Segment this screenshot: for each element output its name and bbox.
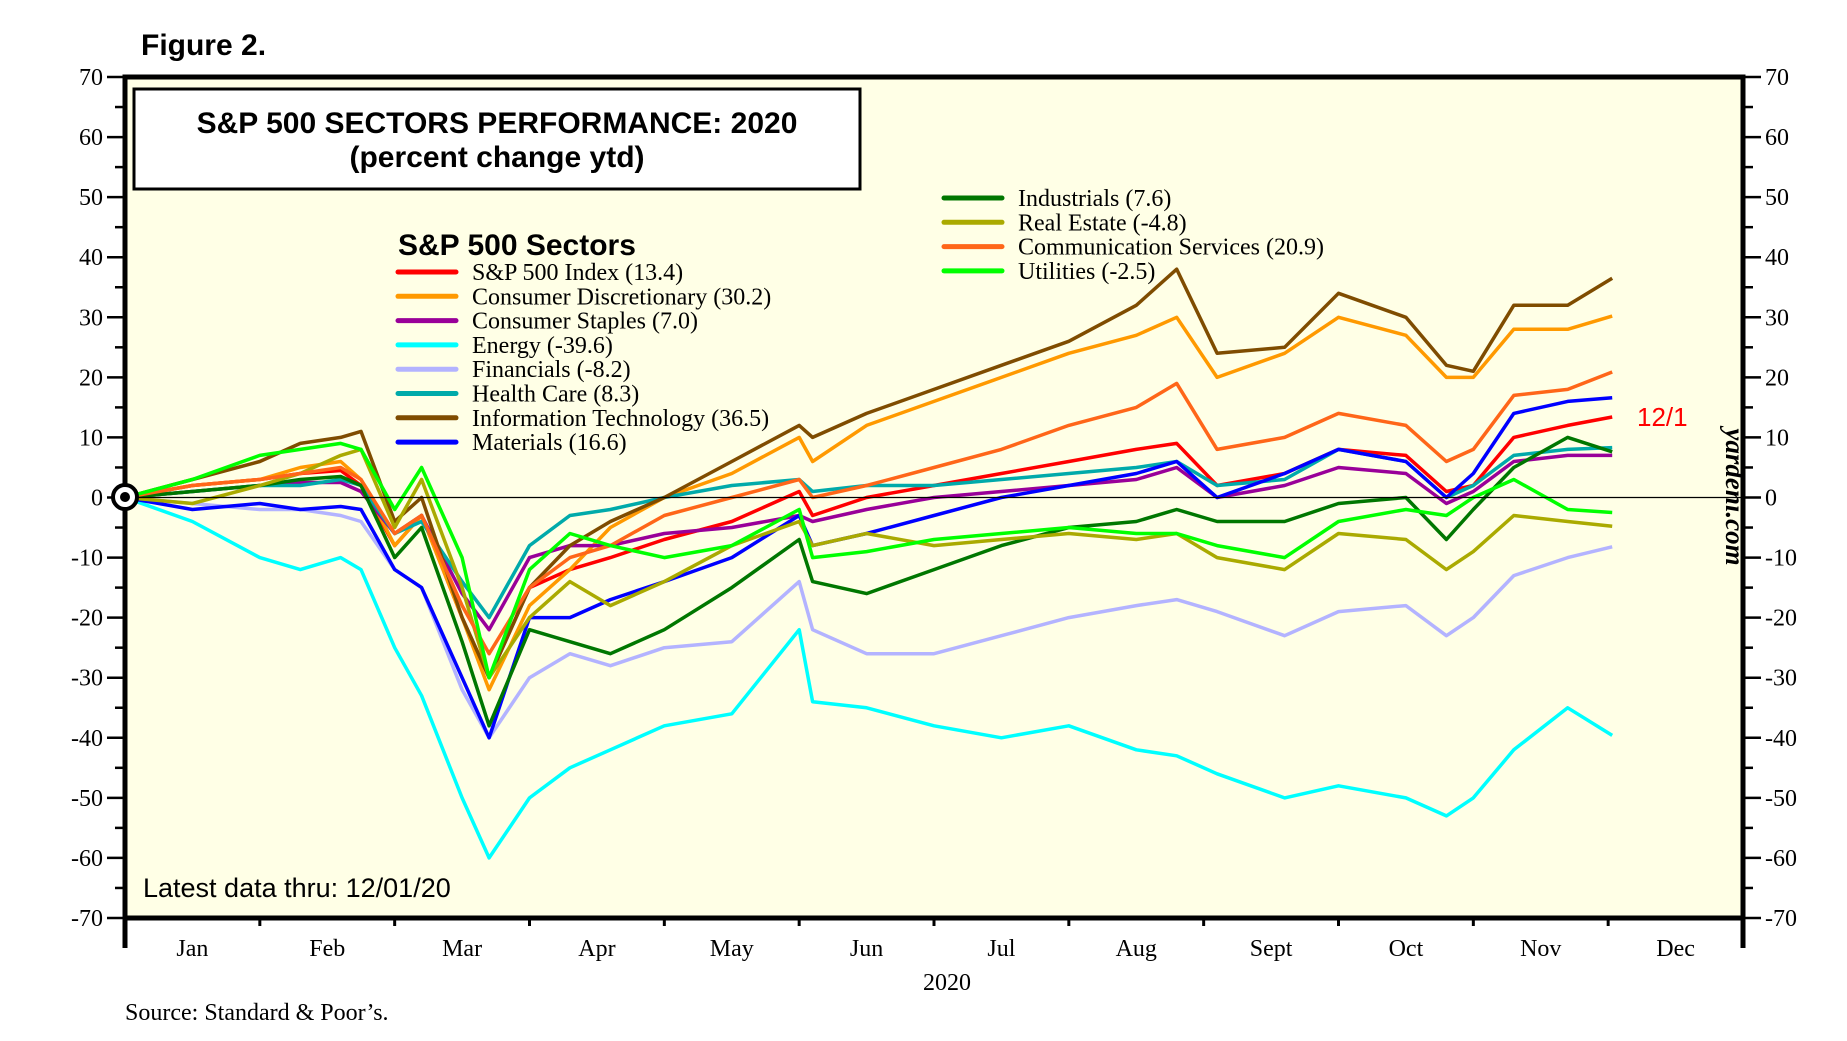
legend-item: Financials (-8.2) <box>395 357 631 383</box>
y-tick-label-right: 70 <box>1765 65 1789 91</box>
end-date-label: 12/1 <box>1637 402 1688 432</box>
y-tick-label-right: -20 <box>1765 606 1797 632</box>
legend-label: Utilities (-2.5) <box>1018 259 1155 285</box>
y-tick-label-left: 40 <box>79 245 103 271</box>
y-tick-label-left: 60 <box>79 125 103 151</box>
legend-item: Materials (16.6) <box>395 430 627 456</box>
y-tick-label-left: -40 <box>71 726 103 752</box>
series-line-information-technology <box>124 267 1614 680</box>
right-y-axis: 70 60 50 40 30 20 10 0 -10 -20 -30 -40 -50 -60 -70 <box>1743 65 1797 932</box>
legend-item: Health Care (8.3) <box>395 382 639 408</box>
series-line-financials <box>124 495 1613 740</box>
y-tick-label-left: -70 <box>71 906 103 932</box>
y-tick-label-left: -10 <box>71 546 103 572</box>
left-y-axis: 70 60 50 40 30 20 10 0 -10 -20 -30 -40 -50 -60 -70 <box>71 65 125 932</box>
series-line-utilities <box>124 441 1613 680</box>
legend-label: Financials (-8.2) <box>472 357 631 383</box>
x-axis: Jan Feb Mar Apr May Jun Jul Aug Sept Oct Nov Dec <box>122 918 1746 962</box>
legend: S&P 500 Index (13.4)Consumer Discretiona… <box>395 186 1324 456</box>
x-tick-label: Sept <box>1250 936 1293 962</box>
x-tick-label: May <box>710 936 754 962</box>
y-tick-label-left: 50 <box>79 185 103 211</box>
x-tick-label: Aug <box>1116 936 1157 962</box>
legend-item: Real Estate (-4.8) <box>941 210 1187 236</box>
y-tick-label-left: 30 <box>79 305 103 331</box>
legend-label: Consumer Staples (7.0) <box>472 309 698 335</box>
x-tick-label: Mar <box>442 936 482 962</box>
origin-marker-icon <box>111 483 139 511</box>
latest-data-note: Latest data thru: 12/01/20 <box>143 873 451 903</box>
x-tick-label: Feb <box>309 936 345 962</box>
legend-item: Consumer Staples (7.0) <box>395 309 698 335</box>
y-tick-label-right: -30 <box>1765 666 1797 692</box>
y-tick-label-left: -50 <box>71 786 103 812</box>
chart-subtitle: (percent change ytd) <box>349 141 644 174</box>
series-line-energy <box>124 495 1614 860</box>
x-tick-label: Jul <box>987 936 1015 962</box>
y-tick-label-right: -10 <box>1765 546 1797 572</box>
legend-title: S&P 500 Sectors <box>398 229 636 262</box>
y-tick-label-right: 30 <box>1765 305 1789 331</box>
legend-label: Information Technology (36.5) <box>472 406 769 432</box>
x-tick-label: Jan <box>176 936 208 962</box>
legend-item: Information Technology (36.5) <box>395 406 769 432</box>
y-tick-label-right: 60 <box>1765 125 1789 151</box>
legend-label: Industrials (7.6) <box>1018 186 1171 212</box>
y-tick-label-left: -20 <box>71 606 103 632</box>
y-tick-label-left: 20 <box>79 365 103 391</box>
series-line-communication-services <box>124 370 1613 656</box>
legend-item: Energy (-39.6) <box>395 333 613 359</box>
y-tick-label-left: 70 <box>79 65 103 91</box>
legend-item: Industrials (7.6) <box>941 186 1171 212</box>
y-tick-label-right: -70 <box>1765 906 1797 932</box>
x-tick-label: Nov <box>1520 936 1561 962</box>
watermark: yardeni.com <box>1720 425 1750 565</box>
chart-title: S&P 500 SECTORS PERFORMANCE: 2020 <box>197 107 798 140</box>
legend-item: Communication Services (20.9) <box>941 235 1324 261</box>
x-tick-label: Dec <box>1656 936 1695 962</box>
source-note: Source: Standard & Poor’s. <box>125 1000 389 1026</box>
legend-label: Communication Services (20.9) <box>1018 235 1324 261</box>
y-tick-label-right: 50 <box>1765 185 1789 211</box>
legend-item: S&P 500 Index (13.4) <box>395 260 683 286</box>
x-tick-label: Jun <box>850 936 883 962</box>
legend-label: S&P 500 Index (13.4) <box>472 260 683 286</box>
y-tick-label-right: 0 <box>1765 486 1777 512</box>
y-tick-label-left: 10 <box>79 425 103 451</box>
y-tick-label-right: -50 <box>1765 786 1797 812</box>
y-tick-label-left: -60 <box>71 846 103 872</box>
legend-item: Utilities (-2.5) <box>941 259 1155 285</box>
legend-label: Materials (16.6) <box>472 430 627 456</box>
legend-label: Real Estate (-4.8) <box>1018 210 1187 236</box>
x-axis-label: 2020 <box>923 970 971 996</box>
y-tick-label-right: 10 <box>1765 425 1789 451</box>
legend-label: Energy (-39.6) <box>472 333 613 359</box>
legend-label: Consumer Discretionary (30.2) <box>472 284 771 310</box>
x-tick-label: Oct <box>1389 936 1424 962</box>
y-tick-label-left: -30 <box>71 666 103 692</box>
title-box <box>132 87 862 191</box>
legend-label: Health Care (8.3) <box>472 382 639 408</box>
y-tick-label-right: -60 <box>1765 846 1797 872</box>
legend-item: Consumer Discretionary (30.2) <box>395 284 771 310</box>
y-tick-label-left: 0 <box>91 486 103 512</box>
y-tick-label-right: -40 <box>1765 726 1797 752</box>
y-tick-label-right: 40 <box>1765 245 1789 271</box>
x-tick-label: Apr <box>578 936 615 962</box>
figure-label: Figure 2. <box>141 29 266 62</box>
y-tick-label-right: 20 <box>1765 365 1789 391</box>
